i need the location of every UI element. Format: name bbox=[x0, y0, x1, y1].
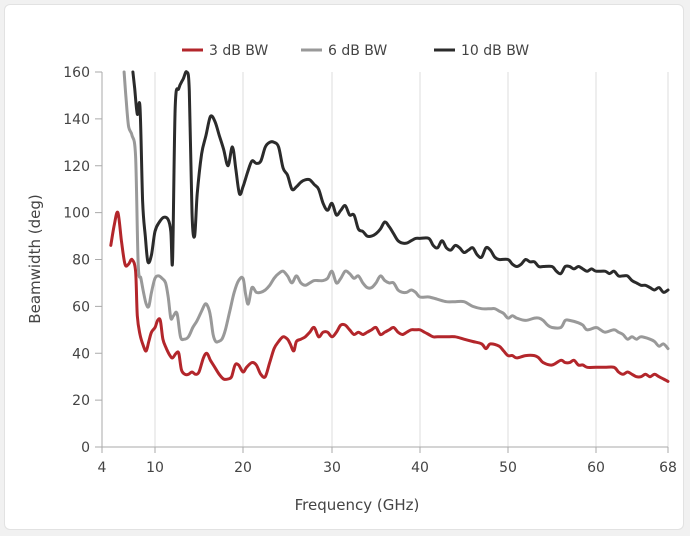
x-tick-label-10: 10 bbox=[146, 460, 164, 476]
x-tick-label-4: 4 bbox=[98, 460, 107, 476]
y-tick-label-120: 120 bbox=[63, 159, 90, 175]
x-tick-label-60: 60 bbox=[587, 460, 605, 476]
vertical-gridlines bbox=[154, 72, 669, 447]
beamwidth-chart: 3 dB BW 6 dB BW 10 dB BW 4 10 20 30 40 50 60 68 0… bbox=[26, 43, 677, 514]
y-tick-label-20: 20 bbox=[72, 393, 90, 409]
series-line-3 bbox=[131, 70, 670, 294]
legend: 3 dB BW 6 dB BW 10 dB BW bbox=[182, 43, 529, 59]
y-tick-label-160: 160 bbox=[63, 65, 90, 81]
legend-label-3: 10 dB BW bbox=[461, 43, 529, 59]
series-line-2 bbox=[122, 70, 670, 351]
x-tick-labels: 4 10 20 30 40 50 60 68 bbox=[98, 460, 677, 476]
y-tick-label-140: 140 bbox=[63, 112, 90, 128]
series-line-1 bbox=[109, 210, 670, 383]
y-tick-label-80: 80 bbox=[72, 253, 90, 269]
axes bbox=[95, 71, 669, 453]
y-tick-labels: 0 20 40 60 80 100 120 140 160 bbox=[63, 65, 90, 456]
x-axis-label: Frequency (GHz) bbox=[295, 496, 420, 514]
x-tick-label-50: 50 bbox=[499, 460, 517, 476]
x-tick-label-68: 68 bbox=[659, 460, 677, 476]
chart-card: 3 dB BW 6 dB BW 10 dB BW 4 10 20 30 40 50 60 68 0… bbox=[4, 4, 684, 530]
y-axis-label: Beamwidth (deg) bbox=[26, 194, 44, 323]
y-tick-label-40: 40 bbox=[72, 346, 90, 362]
series-lines bbox=[109, 70, 670, 383]
y-tick-label-0: 0 bbox=[81, 440, 90, 456]
legend-label-1: 3 dB BW bbox=[209, 43, 268, 59]
x-tick-label-40: 40 bbox=[411, 460, 429, 476]
y-tick-label-100: 100 bbox=[63, 206, 90, 222]
legend-label-2: 6 dB BW bbox=[328, 43, 387, 59]
x-tick-label-30: 30 bbox=[323, 460, 341, 476]
x-tick-label-20: 20 bbox=[234, 460, 252, 476]
y-tick-label-60: 60 bbox=[72, 299, 90, 315]
